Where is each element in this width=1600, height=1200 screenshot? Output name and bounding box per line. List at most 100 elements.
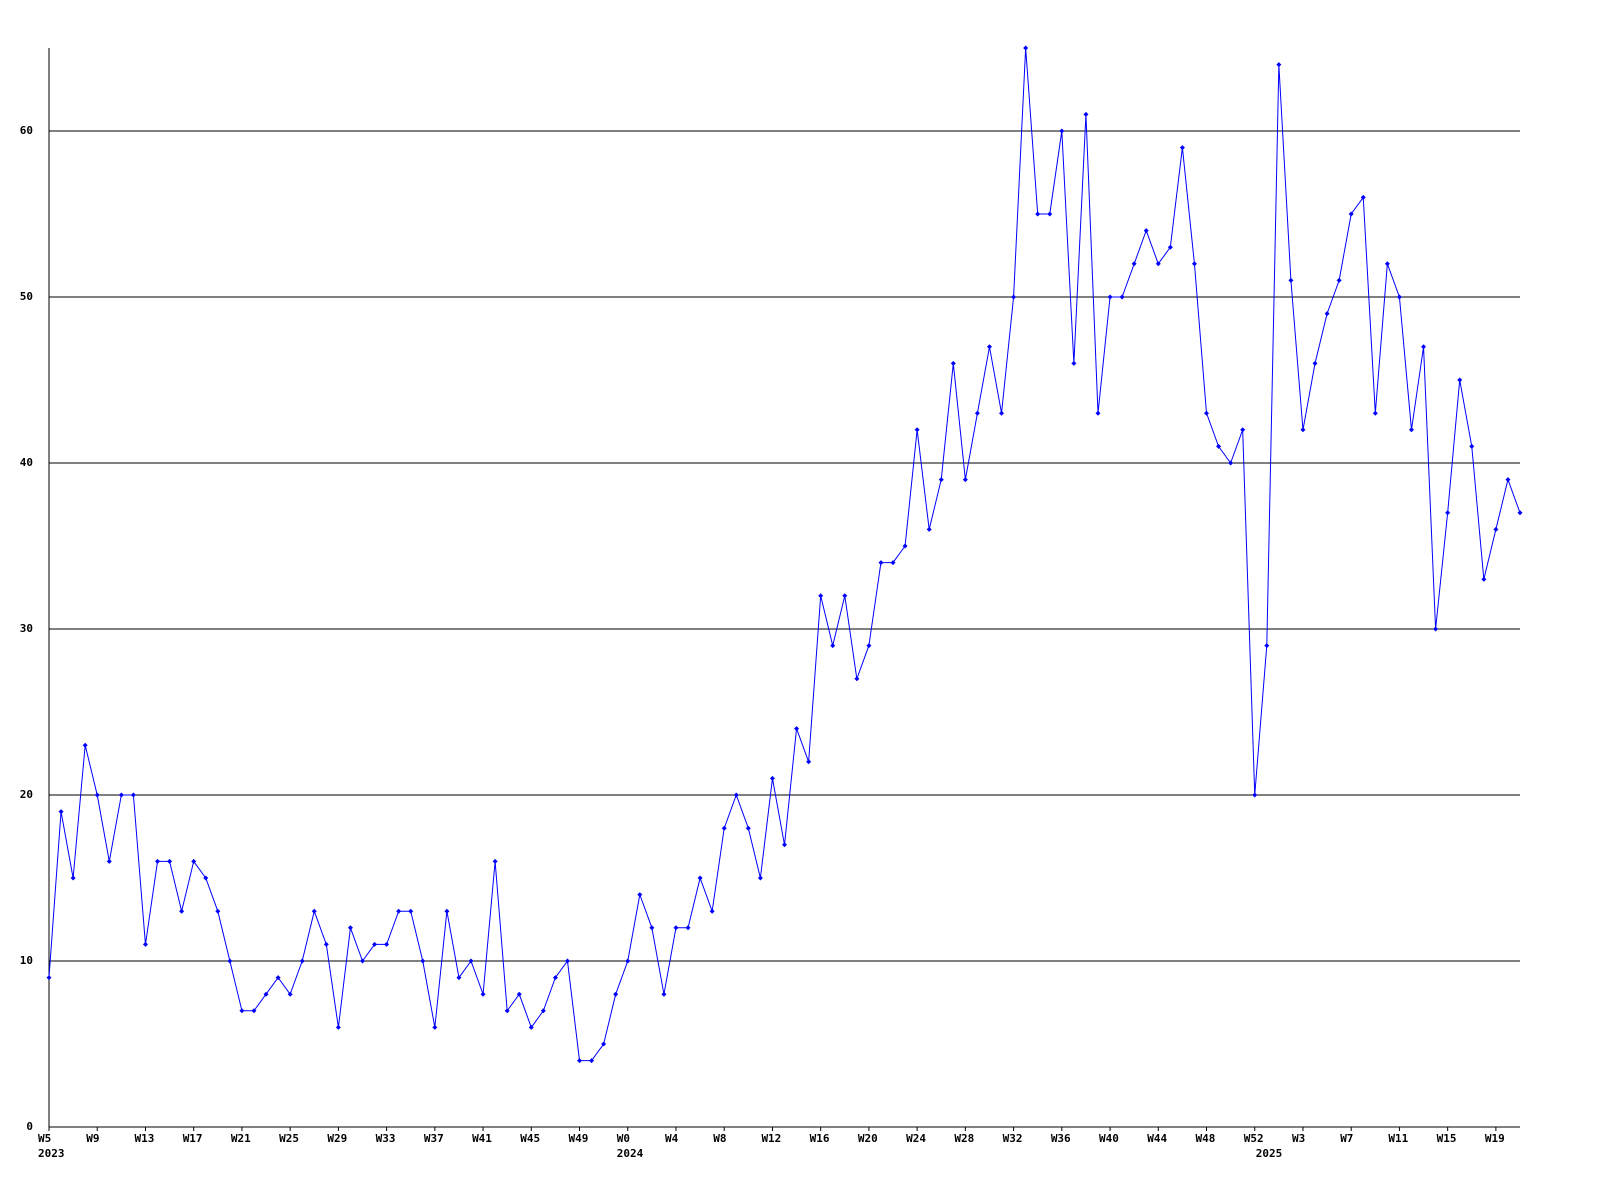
point (82, 742, 88, 748)
point (974, 410, 980, 416)
point (938, 477, 944, 483)
x-tick-label: W33 (376, 1132, 396, 1145)
point (396, 908, 402, 914)
point (1481, 576, 1487, 582)
x-tick-label: W4 (665, 1132, 679, 1145)
x-tick-label: W24 (906, 1132, 926, 1145)
y-tick-label: 60 (20, 124, 33, 137)
point (1119, 294, 1125, 300)
point (1276, 62, 1282, 68)
point (1457, 377, 1463, 383)
point (637, 892, 643, 898)
point (782, 842, 787, 848)
point (697, 875, 703, 881)
point (1396, 294, 1402, 300)
point (444, 908, 450, 914)
point (203, 875, 209, 881)
point (1517, 510, 1523, 516)
point (1469, 443, 1475, 449)
y-tick-label: 10 (20, 954, 33, 967)
point (1445, 510, 1451, 516)
x-tick-label: W48 (1196, 1132, 1216, 1145)
x-tick-label: W13 (134, 1132, 154, 1145)
point (311, 908, 317, 914)
point (733, 792, 739, 798)
point (167, 858, 173, 864)
point (492, 858, 498, 864)
x-tick-label: W28 (954, 1132, 974, 1145)
x-tick-label: W41 (472, 1132, 492, 1145)
point (1023, 45, 1029, 51)
point (1312, 360, 1318, 366)
x-tick-label: W44 (1147, 1132, 1167, 1145)
x-tick-label: W40 (1099, 1132, 1119, 1145)
x-tick-label: W19 (1485, 1132, 1505, 1145)
x-tick-label: W17 (183, 1132, 203, 1145)
point (227, 958, 233, 964)
point (94, 792, 100, 798)
point (432, 1024, 438, 1030)
point (769, 775, 775, 781)
line (48, 47, 1521, 1062)
point (709, 908, 715, 914)
x-tick-label: W49 (569, 1132, 589, 1145)
point (480, 991, 486, 997)
point (504, 1008, 510, 1014)
x-tick-label: W16 (810, 1132, 830, 1145)
point (1324, 311, 1330, 317)
y-tick-label: 50 (20, 290, 33, 303)
point (589, 1058, 595, 1064)
point (1300, 427, 1306, 433)
x-tick-label: W25 (279, 1132, 299, 1145)
point (299, 958, 305, 964)
point (552, 975, 558, 981)
y-tick-label: 30 (20, 622, 33, 635)
point (986, 344, 992, 350)
x-tick-label: W0 (617, 1132, 630, 1145)
x-tick-label: W20 (858, 1132, 878, 1145)
point (721, 825, 727, 831)
year-label: 2024 (617, 1147, 644, 1160)
point (46, 975, 52, 981)
point (914, 427, 920, 433)
point (1264, 643, 1270, 649)
point (564, 958, 570, 964)
point (275, 975, 281, 981)
point (757, 875, 763, 881)
point (625, 958, 631, 964)
year-label: 2025 (1256, 1147, 1283, 1160)
point (577, 1058, 583, 1064)
point (287, 991, 293, 997)
point (1216, 443, 1222, 449)
point (745, 825, 751, 831)
x-tick-label: W37 (424, 1132, 444, 1145)
point (854, 676, 860, 682)
point (1348, 211, 1354, 217)
point (191, 858, 197, 864)
point (384, 941, 390, 947)
point (1179, 145, 1185, 151)
point (1204, 410, 1210, 416)
point (999, 410, 1005, 416)
point (601, 1041, 607, 1047)
y-tick-label: 0 (26, 1120, 33, 1133)
year-label: 2023 (38, 1147, 65, 1160)
point (950, 360, 956, 366)
point (323, 941, 329, 947)
x-tick-label: W36 (1051, 1132, 1071, 1145)
x-tick-label: W9 (86, 1132, 99, 1145)
point (58, 809, 64, 815)
point (408, 908, 414, 914)
x-tick-label: W3 (1292, 1132, 1305, 1145)
point (878, 560, 884, 566)
point (1433, 626, 1439, 632)
point (1421, 344, 1427, 350)
x-tick-label: W12 (761, 1132, 781, 1145)
point (794, 726, 800, 732)
x-tick-label: W11 (1388, 1132, 1408, 1145)
point (263, 991, 269, 997)
point (142, 941, 148, 947)
x-tick-label: W5 (38, 1132, 51, 1145)
point (649, 925, 655, 931)
point (613, 991, 619, 997)
